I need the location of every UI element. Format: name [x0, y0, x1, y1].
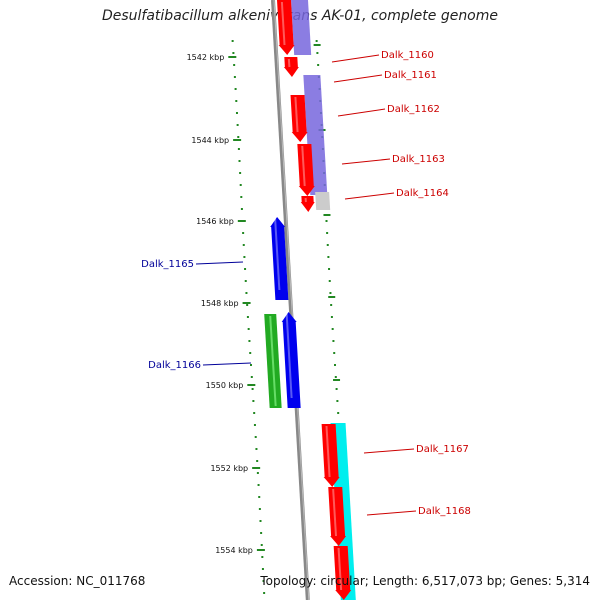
- genome-backbone-highlight: [273, 0, 310, 600]
- kbp-tick: [256, 549, 265, 551]
- kbp-tick: [252, 467, 261, 469]
- gene-arrow-dalk-1165: [270, 217, 289, 300]
- gene-label-leader: [363, 448, 415, 454]
- gene-arrow-dalk-1164: [300, 196, 315, 212]
- gene-arrow-dalk-1162: [290, 95, 308, 142]
- kbp-label: 1548 kbp: [201, 299, 239, 308]
- kbp-tick: [237, 220, 246, 222]
- genome-summary: Topology: circular; Length: 6,517,073 bp…: [260, 574, 590, 588]
- right-major-tick: [333, 379, 341, 381]
- kbp-label: 1554 kbp: [215, 546, 253, 555]
- gene-label-leader: [202, 362, 252, 366]
- right-major-tick: [313, 44, 321, 46]
- right-major-tick: [328, 296, 336, 298]
- gene-arrow-dalk-1168: [328, 487, 347, 546]
- gene-arrow-dalk-1167: [321, 424, 340, 487]
- kbp-label: 1552 kbp: [210, 464, 248, 473]
- accession-label: Accession: NC_011768: [9, 574, 146, 588]
- kbp-label: 1542 kbp: [187, 53, 225, 62]
- gene-label-leader: [366, 510, 417, 516]
- gene-label-leader: [331, 54, 380, 63]
- gene-label[interactable]: Dalk_1165: [141, 259, 194, 270]
- gene-label-leader: [337, 108, 386, 117]
- kbp-label: 1550 kbp: [206, 381, 244, 390]
- gene-label-leader: [341, 158, 391, 165]
- gene-label-leader: [344, 192, 395, 200]
- kbp-label: 1546 kbp: [196, 217, 234, 226]
- gene-label[interactable]: Dalk_1161: [384, 70, 437, 81]
- gene-arrow-dalk-1163: [297, 144, 315, 196]
- kbp-label: 1544 kbp: [191, 136, 229, 145]
- gene-label[interactable]: Dalk_1166: [148, 360, 201, 371]
- gene-block-highlight: [269, 315, 277, 407]
- gene-arrow-next: [333, 546, 352, 600]
- gene-label[interactable]: Dalk_1168: [418, 506, 471, 517]
- genome-backbone: [271, 0, 310, 600]
- gene-arrow-blue: [281, 312, 301, 408]
- left-tick-track: [231, 40, 266, 594]
- track-segment-purple: [291, 0, 312, 55]
- kbp-tick: [242, 302, 251, 304]
- gene-label-leader: [195, 261, 244, 265]
- gene-label-leader: [333, 74, 383, 83]
- right-major-tick: [323, 214, 331, 216]
- kbp-tick: [233, 139, 242, 141]
- gene-label[interactable]: Dalk_1163: [392, 154, 445, 165]
- kbp-tick: [247, 384, 256, 386]
- gene-label[interactable]: Dalk_1160: [381, 50, 434, 61]
- track-segment-gray: [315, 192, 331, 210]
- gene-label[interactable]: Dalk_1162: [387, 104, 440, 115]
- gene-label[interactable]: Dalk_1167: [416, 444, 469, 455]
- gene-arrow-dalk-1160: [277, 0, 295, 55]
- gene-arrow-dalk-1161: [283, 57, 299, 77]
- kbp-tick: [228, 56, 237, 58]
- gene-label[interactable]: Dalk_1164: [396, 188, 449, 199]
